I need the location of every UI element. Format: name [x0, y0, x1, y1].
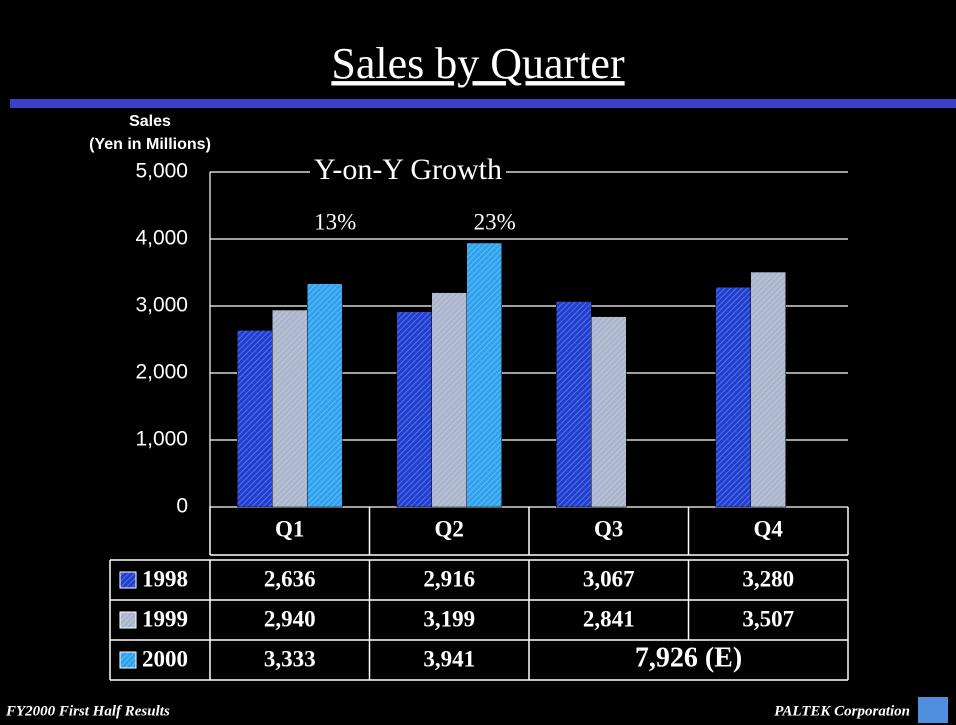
growth-label: 13%	[314, 209, 356, 234]
footer-left: FY2000 First Half Results	[5, 703, 170, 719]
bar	[237, 330, 273, 508]
legend-swatch	[119, 571, 137, 589]
bar	[715, 286, 751, 508]
bar	[556, 301, 592, 508]
bar	[307, 283, 343, 508]
x-tick-label: Q2	[435, 516, 464, 541]
y-tick-label: 1,000	[135, 428, 188, 451]
bar	[272, 309, 308, 508]
growth-title-bg	[309, 152, 507, 186]
y-tick-label: 2,000	[135, 361, 188, 384]
bar	[750, 271, 786, 508]
table-value: 3,280	[742, 566, 794, 591]
growth-label: 23%	[474, 209, 516, 234]
legend-swatch	[119, 651, 137, 669]
bar	[431, 292, 467, 508]
title-rule	[10, 99, 956, 108]
x-tick-label: Q4	[754, 516, 784, 541]
table-value: 2,916	[423, 566, 475, 591]
table-value: 3,941	[423, 646, 475, 671]
table-value: 3,507	[742, 606, 794, 631]
y-tick-label: 3,000	[135, 294, 188, 317]
y-axis-label: Sales	[129, 113, 171, 130]
legend-swatch	[119, 611, 137, 629]
legend-label: 1999	[142, 606, 188, 631]
bar	[466, 242, 502, 508]
y-tick-label: 0	[176, 495, 188, 518]
y-tick-label: 4,000	[135, 227, 188, 250]
bar	[396, 311, 432, 508]
table-value: 2,940	[264, 606, 316, 631]
table-value: 3,199	[423, 606, 475, 631]
logo	[918, 697, 948, 723]
table-value: 3,067	[583, 566, 635, 591]
estimate: 7,926 (E)	[635, 642, 742, 673]
legend-label: 2000	[142, 646, 188, 671]
x-tick-label: Q3	[594, 516, 623, 541]
y-tick-label: 5,000	[135, 160, 188, 183]
y-axis-label: (Yen in Millions)	[89, 136, 211, 153]
table-value: 2,841	[583, 606, 635, 631]
footer-right: PALTEK Corporation	[774, 703, 910, 719]
slide-title: Sales by Quarter	[331, 39, 625, 88]
table-value: 3,333	[264, 646, 316, 671]
table-value: 2,636	[264, 566, 316, 591]
bar	[591, 316, 627, 508]
growth-title: Y-on-Y Growth	[314, 153, 502, 186]
x-tick-label: Q1	[275, 516, 304, 541]
legend-label: 1998	[142, 566, 188, 591]
